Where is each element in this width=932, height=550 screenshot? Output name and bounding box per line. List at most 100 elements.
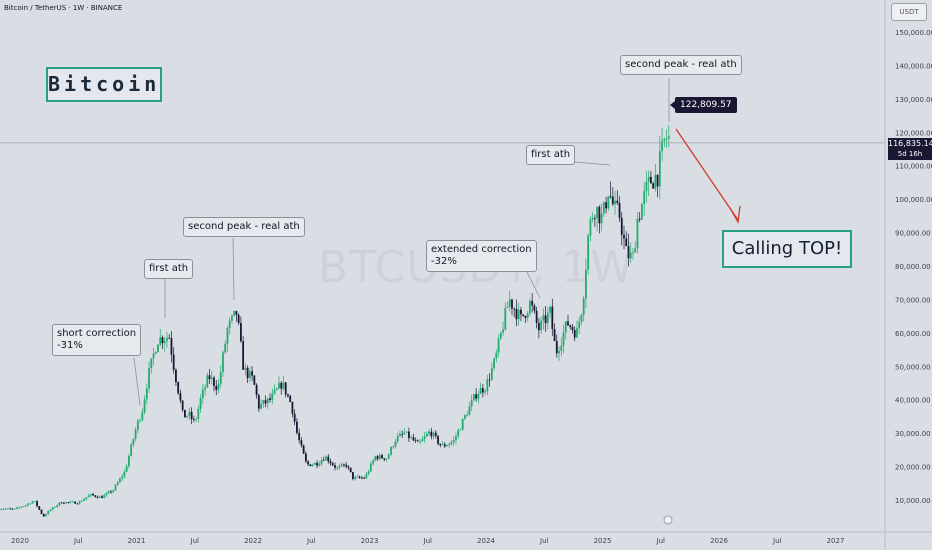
candle-body <box>423 436 426 440</box>
candle-body <box>432 432 435 437</box>
candle-body <box>405 431 408 433</box>
candle-body <box>31 501 34 504</box>
candle-body <box>647 176 650 182</box>
candle-body <box>473 394 475 401</box>
candle-body <box>152 353 155 359</box>
candle-body <box>569 325 572 327</box>
candle-body <box>437 435 439 444</box>
candle-body <box>477 393 480 399</box>
candle-body <box>112 490 115 493</box>
candle-body <box>36 501 38 507</box>
candle-body <box>260 403 262 409</box>
candle-body <box>408 431 410 439</box>
candle-body <box>248 371 251 378</box>
candle-body <box>602 202 605 214</box>
candle-body <box>399 433 401 437</box>
candle-body <box>262 400 265 404</box>
x-tick-label: 2025 <box>594 537 612 545</box>
candle-body <box>206 375 209 388</box>
candle-body <box>56 505 59 507</box>
candle-body <box>233 310 236 316</box>
candle-body <box>282 382 285 389</box>
candle-body <box>24 505 27 507</box>
candle-body <box>334 465 336 468</box>
candle-body <box>67 502 70 503</box>
candle-body <box>645 181 648 192</box>
candle-body <box>493 358 495 369</box>
candle-body <box>76 503 79 505</box>
candle-body <box>589 219 592 236</box>
candle-body <box>289 395 292 402</box>
candle-body <box>484 391 487 393</box>
candle-body <box>316 462 318 466</box>
candle-body <box>591 217 594 220</box>
candle-body <box>511 299 513 309</box>
candle-body <box>614 200 616 205</box>
candle-body <box>235 310 238 315</box>
annotation-pointer <box>574 161 611 166</box>
candle-body <box>390 447 392 455</box>
candle-body <box>564 321 567 333</box>
candle-body <box>616 200 619 203</box>
candle-body <box>502 329 504 333</box>
candle-body <box>121 476 124 479</box>
calling-top-box: Calling TOP! <box>722 230 852 268</box>
unit-badge[interactable]: USDT <box>891 3 927 21</box>
candle-body <box>573 329 576 338</box>
candle-body <box>255 384 258 395</box>
candle-body <box>291 401 294 414</box>
candle-body <box>464 415 466 419</box>
candle-body <box>396 436 399 442</box>
candle-body <box>150 358 153 369</box>
candle-body <box>136 420 139 430</box>
candle-body <box>410 437 413 439</box>
candle-body <box>562 332 565 346</box>
candle-body <box>526 313 529 318</box>
candle-body <box>132 438 135 445</box>
x-tick-label: 2027 <box>827 537 845 545</box>
candle-body <box>213 377 215 387</box>
candle-body <box>367 471 370 474</box>
x-tick-label: Jul <box>190 537 200 545</box>
candle-body <box>649 176 652 184</box>
symbol-header: Bitcoin / TetherUS · 1W · BINANCE <box>4 4 123 12</box>
candle-body <box>325 456 327 461</box>
candle-body <box>455 436 457 440</box>
candle-body <box>555 341 558 354</box>
candle-body <box>4 508 7 510</box>
candle-body <box>87 495 90 498</box>
candle-body <box>533 305 536 311</box>
candle-body <box>593 217 596 219</box>
candle-body <box>376 456 379 459</box>
candle-body <box>29 503 32 505</box>
candle-body <box>499 332 502 339</box>
y-tick-label: 40,000.00 <box>895 397 931 405</box>
second-peak-2021-note: second peak - real ath <box>183 217 305 237</box>
candle-body <box>96 496 99 498</box>
candle-body <box>7 508 9 510</box>
candle-body <box>175 369 177 382</box>
candle-body <box>544 315 547 324</box>
candle-body <box>186 415 189 418</box>
candle-body <box>529 300 531 314</box>
candle-body <box>358 476 361 478</box>
candle-body <box>114 485 117 491</box>
candle-body <box>159 337 162 345</box>
x-tick-label: 2026 <box>710 537 728 545</box>
candle-body <box>148 368 150 389</box>
candle-body <box>654 174 657 189</box>
candle-body <box>318 463 321 466</box>
x-tick-label: Jul <box>306 537 316 545</box>
candle-body <box>228 320 231 329</box>
candle-body <box>119 478 121 483</box>
candle-body <box>246 367 249 378</box>
candle-body <box>425 433 428 437</box>
candle-countdown: 5d 16h <box>897 150 923 158</box>
candle-body <box>513 308 516 310</box>
candle-body <box>226 328 229 344</box>
candle-body <box>567 321 569 326</box>
candle-body <box>441 444 444 446</box>
candle-body <box>322 460 325 461</box>
candle-body <box>363 477 366 479</box>
